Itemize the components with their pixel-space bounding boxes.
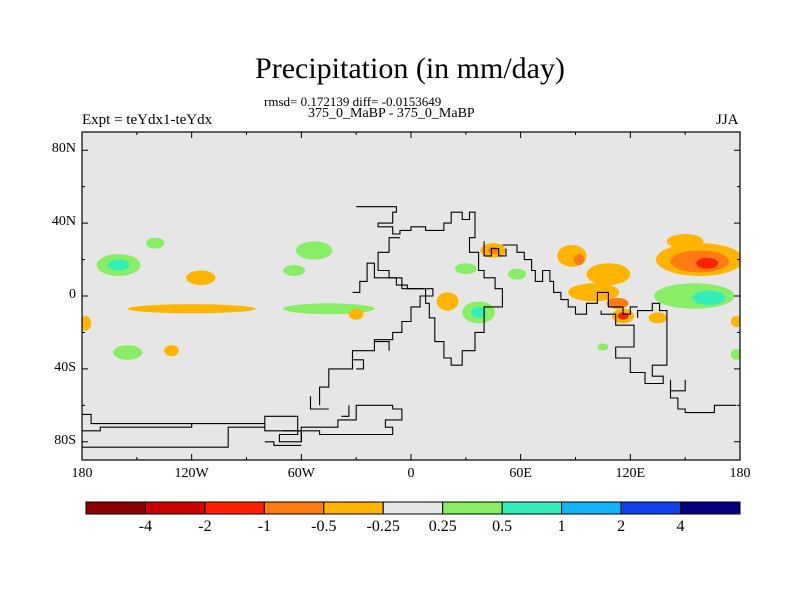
colorbar-label: 0.5 <box>492 518 513 535</box>
coastline <box>669 379 737 414</box>
precip-anomaly-region <box>586 263 631 286</box>
experiment-label: Expt = teYdx1-teYdx <box>82 112 213 128</box>
colorbar-label: 1 <box>557 518 566 535</box>
coastline <box>352 359 365 370</box>
colorbar-label: 4 <box>676 518 685 535</box>
coastline <box>82 404 403 448</box>
colorbar-label: -4 <box>138 518 153 535</box>
map-axes <box>81 131 741 461</box>
colorbar-label: 2 <box>617 518 626 535</box>
y-tick-label: 40S <box>54 359 76 375</box>
precip-anomaly-region <box>597 343 609 351</box>
precip-anomaly-region <box>471 306 486 318</box>
precip-anomaly-region <box>454 263 477 275</box>
colorbar-swatch <box>204 501 265 515</box>
x-tick-label: 60E <box>509 466 532 481</box>
x-tick-label: 120E <box>615 466 646 481</box>
coastline <box>82 413 192 425</box>
precip-anomaly-region <box>436 292 459 311</box>
x-tick-label: 60W <box>287 466 315 481</box>
precip-anomaly-region <box>730 348 740 360</box>
chart-subtitle: 375_0_MaBP - 375_0_MaBP <box>308 106 475 121</box>
coastline <box>264 441 302 446</box>
precip-anomaly-region <box>348 308 364 320</box>
map-background <box>82 132 740 460</box>
colorbar-swatch <box>85 501 146 515</box>
precip-anomaly-region <box>648 312 667 324</box>
precip-anomaly-region <box>145 237 165 249</box>
x-tick-label: 0 <box>407 466 415 481</box>
coastline <box>309 396 329 410</box>
colorbar-label: -2 <box>198 518 212 535</box>
colorbar-label: -0.5 <box>311 518 337 535</box>
season-label: JJA <box>716 112 739 128</box>
precip-anomaly-region <box>295 241 333 260</box>
coastline <box>374 341 390 351</box>
coastline <box>283 430 302 442</box>
precip-anomaly-region <box>487 246 499 255</box>
map-plot-area <box>82 132 740 460</box>
precip-anomaly-region <box>666 234 704 249</box>
colorbar-swatch <box>323 501 384 515</box>
colorbar-label: 0.25 <box>428 518 457 535</box>
precip-anomaly-region <box>606 297 629 309</box>
y-tick-label: 40N <box>51 214 76 230</box>
precip-anomaly-region <box>283 265 305 276</box>
colorbar-swatch <box>620 501 682 515</box>
precip-anomaly-region <box>164 345 179 357</box>
colorbar-swatch <box>501 501 563 515</box>
coastline <box>319 262 434 406</box>
precip-anomaly-region <box>127 304 256 314</box>
y-tick-label: 80N <box>51 141 76 157</box>
colorbar-swatch <box>442 501 503 515</box>
colorbar <box>85 501 741 515</box>
precip-anomaly-region <box>113 345 143 360</box>
coastline <box>669 379 686 392</box>
precip-anomaly-region <box>507 268 527 280</box>
precip-anomaly-region <box>107 259 130 271</box>
colorbar-label: -0.25 <box>366 518 400 535</box>
y-tick-label: 0 <box>69 287 76 302</box>
colorbar-swatch <box>680 501 741 515</box>
x-tick-label: 180 <box>71 466 93 481</box>
coastline <box>341 405 350 417</box>
precip-anomaly-region <box>730 316 740 327</box>
coastline <box>483 241 507 257</box>
rmsd-diff-stats: rmsd= 0.172139 diff= -0.0153649 <box>264 94 442 109</box>
precip-anomaly-region <box>568 283 620 302</box>
colorbar-swatch <box>382 501 444 515</box>
precip-anomaly-region <box>692 290 726 306</box>
precip-anomaly-region <box>696 257 719 269</box>
colorbar-swatch <box>144 501 206 515</box>
precip-anomaly-region <box>82 316 92 331</box>
precip-anomaly-region <box>573 254 585 266</box>
colorbar-label: -1 <box>257 518 272 535</box>
coastline <box>502 244 638 315</box>
y-tick-label: 80S <box>54 432 76 448</box>
chart-title: Precipitation (in mm/day) <box>255 52 565 85</box>
x-tick-label: 120W <box>174 466 209 481</box>
coastline <box>600 302 668 385</box>
x-tick-label: 180 <box>729 466 751 481</box>
precip-anomaly-region <box>186 270 216 286</box>
colorbar-swatch <box>561 501 622 515</box>
colorbar-swatch <box>263 501 325 515</box>
